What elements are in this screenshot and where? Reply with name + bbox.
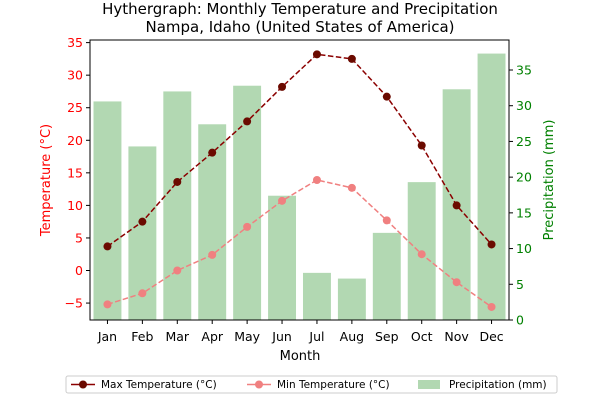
- left-tick-label: 10: [67, 198, 83, 213]
- x-tick-label-sep: Sep: [375, 329, 399, 344]
- precipitation-bars: [93, 53, 506, 321]
- legend-precip-label: Precipitation (mm): [449, 379, 547, 391]
- right-tick-label: 15: [516, 205, 532, 220]
- x-axis-ticks: Jan Feb Mar Apr May Jun Jul Aug Sep Oct Nov Dec: [97, 320, 504, 344]
- left-tick-label: 30: [67, 68, 83, 83]
- precip-bar-jul: [302, 272, 331, 320]
- precip-bar-sep: [372, 232, 401, 320]
- temperature-lines: [103, 50, 496, 311]
- precip-bar-jun: [268, 195, 297, 320]
- right-axis-label: Precipitation (mm): [542, 120, 557, 241]
- x-tick-label-may: May: [234, 329, 260, 344]
- min-temp-point-jul: [312, 176, 321, 184]
- min-temp-point-nov: [452, 278, 461, 287]
- left-tick-label: 20: [67, 133, 83, 148]
- x-axis-label: Month: [280, 349, 321, 364]
- max-temp-point-jan: [103, 242, 112, 251]
- x-tick-label-nov: Nov: [444, 329, 469, 344]
- max-temp-point-apr: [208, 148, 217, 157]
- max-temp-line: [107, 53, 493, 248]
- x-tick-label-mar: Mar: [165, 329, 189, 344]
- left-tick-label: 35: [67, 35, 83, 50]
- min-temp-point-jan: [103, 300, 112, 309]
- max-temp-point-nov: [452, 201, 461, 210]
- legend-min-marker: [255, 380, 263, 389]
- left-axis-ticks: −5 0 5 10 15 20 25 30 35: [65, 35, 90, 311]
- precip-bar-dec: [477, 53, 506, 320]
- right-tick-label: 25: [516, 134, 532, 149]
- min-temp-point-may: [243, 222, 252, 231]
- chart-title-line1: Hythergraph: Monthly Temperature and Pre…: [102, 0, 498, 18]
- x-tick-label-jun: Jun: [271, 329, 292, 344]
- min-temp-point-feb: [138, 289, 147, 298]
- precip-bar-mar: [163, 91, 192, 320]
- min-temp-point-oct: [417, 250, 426, 259]
- precip-bar-aug: [337, 278, 366, 320]
- left-tick-label: 0: [75, 263, 83, 278]
- x-tick-label-feb: Feb: [131, 329, 153, 344]
- left-tick-label: −5: [65, 296, 83, 311]
- right-tick-label: 30: [516, 98, 532, 113]
- max-temp-point-may: [243, 117, 252, 126]
- min-temp-point-apr: [208, 250, 217, 259]
- max-temp-point-feb: [138, 217, 147, 226]
- max-temp-point-dec: [487, 240, 496, 249]
- max-temp-point-jun: [278, 82, 287, 91]
- x-tick-label-jan: Jan: [97, 329, 117, 344]
- x-tick-label-apr: Apr: [201, 329, 223, 344]
- chart-title-line2: Nampa, Idaho (United States of America): [145, 18, 454, 36]
- left-tick-label: 15: [67, 165, 83, 180]
- left-tick-label: 5: [75, 230, 83, 245]
- max-temp-point-jul: [312, 50, 321, 59]
- right-tick-label: 10: [516, 241, 532, 256]
- right-axis-ticks: 0 5 10 15 20 25 30 35: [509, 63, 532, 328]
- min-temp-point-dec: [487, 302, 496, 311]
- x-tick-label-oct: Oct: [411, 329, 433, 344]
- legend: Max Temperature (°C) Min Temperature (°C…: [65, 375, 558, 394]
- left-axis-label: Temperature (°C): [39, 124, 54, 237]
- max-temp-point-sep: [382, 92, 391, 101]
- legend-max-marker: [79, 380, 87, 389]
- x-tick-label-jul: Jul: [308, 329, 324, 344]
- x-tick-label-aug: Aug: [340, 329, 364, 344]
- right-tick-label: 5: [516, 277, 524, 292]
- min-temp-point-aug: [347, 183, 356, 192]
- legend-precip-swatch: [418, 380, 440, 389]
- precip-bar-jan: [93, 101, 122, 320]
- right-tick-label: 35: [516, 63, 532, 78]
- right-tick-label: 20: [516, 170, 532, 185]
- min-temp-line: [107, 179, 492, 308]
- max-temp-point-aug: [347, 54, 356, 63]
- max-temp-point-mar: [173, 177, 182, 186]
- plot-frame: [89, 39, 510, 321]
- min-temp-point-jun: [278, 196, 287, 205]
- right-tick-label: 0: [516, 313, 524, 328]
- legend-min-label: Min Temperature (°C): [277, 379, 390, 391]
- min-temp-point-sep: [382, 216, 391, 225]
- left-tick-label: 25: [67, 100, 83, 115]
- max-temp-point-oct: [417, 141, 426, 150]
- min-temp-point-mar: [173, 266, 182, 275]
- legend-max-label: Max Temperature (°C): [101, 379, 217, 391]
- x-tick-label-dec: Dec: [479, 329, 503, 344]
- precip-bar-apr: [198, 124, 227, 321]
